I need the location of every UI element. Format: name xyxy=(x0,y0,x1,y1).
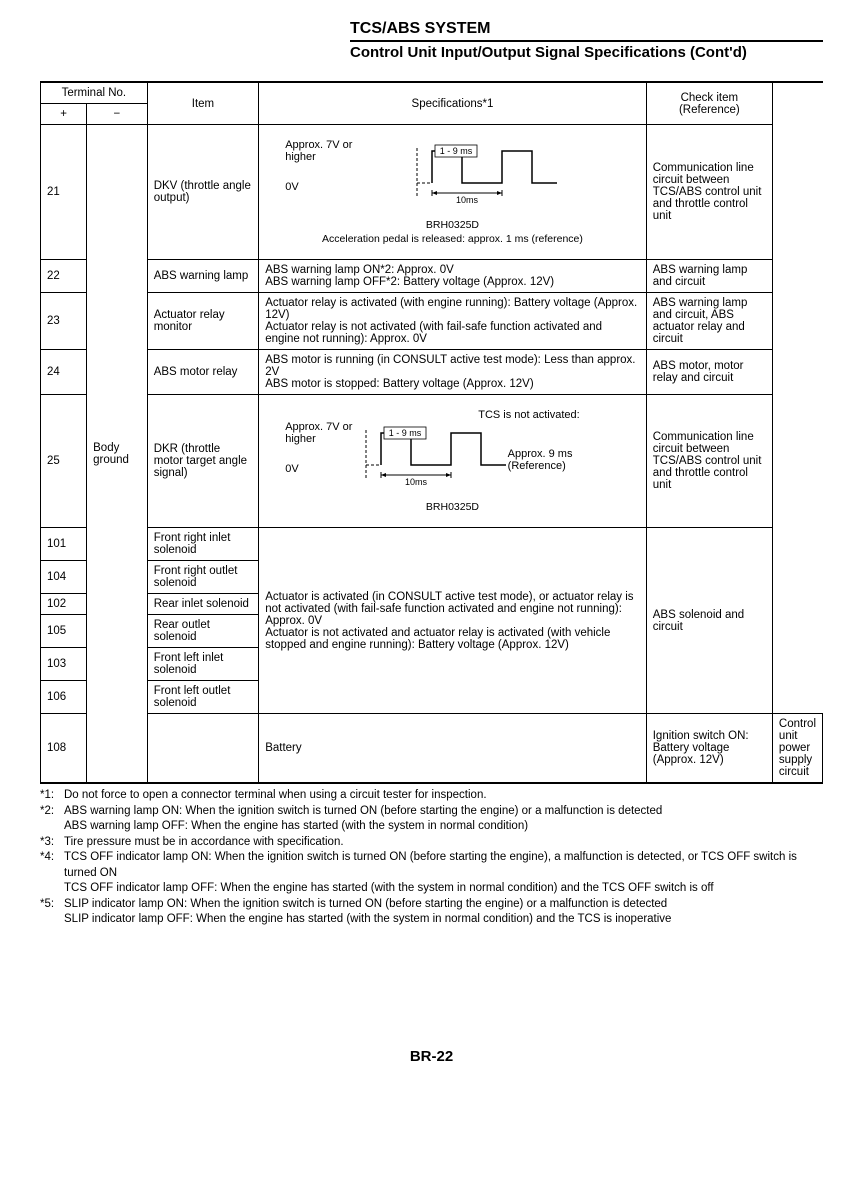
item-cell: ABS warning lamp xyxy=(147,260,259,293)
check-cell: Control unit power supply circuit xyxy=(772,714,822,784)
wave-code: BRH0325D xyxy=(285,219,620,231)
fn-text: Do not force to open a connector termina… xyxy=(64,788,487,804)
item-cell: Front left outlet solenoid xyxy=(147,681,259,714)
table-row: 108 Battery Ignition switch ON: Battery … xyxy=(41,714,823,784)
signal-spec-table: Terminal No. Item Specifications*1 Check… xyxy=(40,81,823,784)
col-minus: − xyxy=(87,104,148,125)
terminal-plus: 102 xyxy=(41,594,87,615)
wave-pre: TCS is not activated: xyxy=(285,409,620,421)
table-row: 22 ABS warning lamp ABS warning lamp ON*… xyxy=(41,260,823,293)
terminal-plus: 108 xyxy=(41,714,87,784)
terminal-plus: 104 xyxy=(41,561,87,594)
fn-tag: *4: xyxy=(40,850,64,897)
item-cell: DKR (throttle motor target angle signal) xyxy=(147,395,259,528)
table-row: 24 ABS motor relay ABS motor is running … xyxy=(41,350,823,395)
footnotes: *1:Do not force to open a connector term… xyxy=(40,788,823,928)
spec-cell: Actuator relay is activated (with engine… xyxy=(259,293,647,350)
svg-text:10ms: 10ms xyxy=(456,195,479,205)
terminal-plus: 23 xyxy=(41,293,87,350)
item-cell: Battery xyxy=(259,714,647,784)
svg-text:10ms: 10ms xyxy=(405,477,428,487)
fn-tag: *3: xyxy=(40,835,64,851)
check-cell: ABS motor, motor relay and circuit xyxy=(646,350,772,395)
spec-cell: ABS warning lamp ON*2: Approx. 0V ABS wa… xyxy=(259,260,647,293)
spec-cell: ABS motor is running (in CONSULT active … xyxy=(259,350,647,395)
fn-tag: *2: xyxy=(40,804,64,835)
check-cell: Communication line circuit between TCS/A… xyxy=(646,395,772,528)
fn-text: Tire pressure must be in accordance with… xyxy=(64,835,344,851)
fn-tag: *5: xyxy=(40,897,64,928)
spec-cell: TCS is not activated: Approx. 7V or high… xyxy=(259,395,647,528)
col-plus: + xyxy=(41,104,87,125)
check-cell: ABS warning lamp and circuit xyxy=(646,260,772,293)
terminal-plus: 24 xyxy=(41,350,87,395)
item-cell: Front right outlet solenoid xyxy=(147,561,259,594)
fn-tag: *1: xyxy=(40,788,64,804)
terminal-plus: 21 xyxy=(41,125,87,260)
item-cell: Front left inlet solenoid xyxy=(147,648,259,681)
terminal-plus: 22 xyxy=(41,260,87,293)
col-check: Check item (Reference) xyxy=(646,82,772,125)
table-row: 101 Front right inlet solenoid Actuator … xyxy=(41,528,823,561)
table-row: 25 DKR (throttle motor target angle sign… xyxy=(41,395,823,528)
check-cell: ABS warning lamp and circuit, ABS actuat… xyxy=(646,293,772,350)
terminal-minus: Body ground xyxy=(87,125,148,784)
wave-hi-label: Approx. 7V or higher xyxy=(285,139,365,163)
terminal-minus xyxy=(147,714,259,784)
col-item: Item xyxy=(147,82,259,125)
item-cell: Rear inlet solenoid xyxy=(147,594,259,615)
item-cell: Front right inlet solenoid xyxy=(147,528,259,561)
wave-note: Acceleration pedal is released: approx. … xyxy=(285,233,620,245)
col-terminal: Terminal No. xyxy=(41,82,148,104)
terminal-plus: 105 xyxy=(41,615,87,648)
terminal-plus: 25 xyxy=(41,395,87,528)
wave-lo-label: 0V xyxy=(285,181,365,193)
spec-cell: Ignition switch ON: Battery voltage (App… xyxy=(646,714,772,784)
waveform-diagram: 1 - 9 ms 10ms xyxy=(356,425,507,495)
fn-text: TCS OFF indicator lamp ON: When the igni… xyxy=(64,850,823,897)
subtitle: Control Unit Input/Output Signal Specifi… xyxy=(350,44,823,61)
system-title: TCS/ABS SYSTEM xyxy=(350,20,823,42)
item-cell: DKV (throttle angle output) xyxy=(147,125,259,260)
fn-text: ABS warning lamp ON: When the ignition s… xyxy=(64,804,662,835)
spec-cell: Approx. 7V or higher 0V 1 - 9 ms xyxy=(259,125,647,260)
page-number: BR-22 xyxy=(40,1048,823,1065)
check-cell: ABS solenoid and circuit xyxy=(646,528,772,714)
table-row: 23 Actuator relay monitor Actuator relay… xyxy=(41,293,823,350)
item-cell: Rear outlet solenoid xyxy=(147,615,259,648)
col-spec: Specifications*1 xyxy=(259,82,647,125)
wave-side: Approx. 9 ms (Reference) xyxy=(508,448,620,472)
table-row: 21 Body ground DKV (throttle angle outpu… xyxy=(41,125,823,260)
spec-cell: Actuator is activated (in CONSULT active… xyxy=(259,528,647,714)
item-cell: Actuator relay monitor xyxy=(147,293,259,350)
wave-lo-label: 0V xyxy=(285,463,356,475)
wave-code: BRH0325D xyxy=(285,501,620,513)
svg-text:1 - 9 ms: 1 - 9 ms xyxy=(440,146,473,156)
wave-hi-label: Approx. 7V or higher xyxy=(285,421,356,445)
terminal-plus: 101 xyxy=(41,528,87,561)
waveform-diagram: 1 - 9 ms 10ms xyxy=(407,143,577,213)
fn-text: SLIP indicator lamp ON: When the ignitio… xyxy=(64,897,671,928)
terminal-plus: 103 xyxy=(41,648,87,681)
item-cell: ABS motor relay xyxy=(147,350,259,395)
svg-text:1 - 9 ms: 1 - 9 ms xyxy=(389,428,422,438)
check-cell: Communication line circuit between TCS/A… xyxy=(646,125,772,260)
terminal-plus: 106 xyxy=(41,681,87,714)
